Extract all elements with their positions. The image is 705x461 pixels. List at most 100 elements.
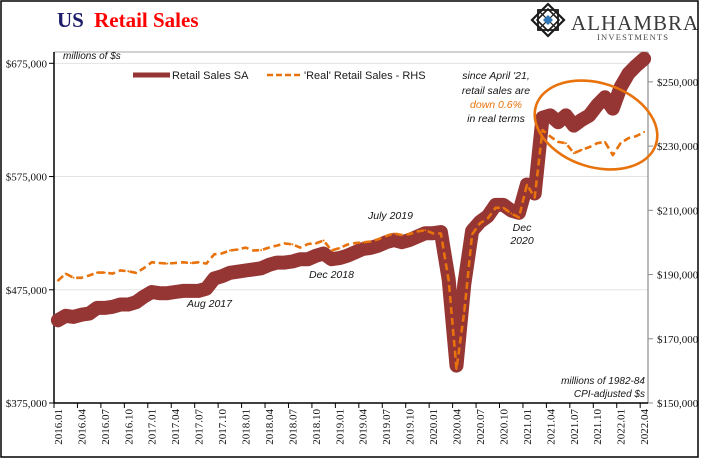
data-point-real-retail-sales [479, 222, 481, 225]
data-point-retail-sales-sa [141, 294, 146, 299]
data-point-real-retail-sales [377, 238, 380, 241]
x-tick-label: 2017.04 [170, 409, 182, 445]
data-point-retail-sales-sa [509, 208, 514, 213]
data-point-real-retail-sales [166, 262, 169, 265]
data-point-retail-sales-sa [493, 202, 498, 207]
logo-name: ALHAMBRA [571, 11, 699, 35]
data-point-retail-sales-sa [626, 71, 631, 76]
data-point-retail-sales-sa [360, 247, 365, 251]
annotation-aug-2017: Aug 2017 [186, 298, 233, 310]
data-point-real-retail-sales [596, 142, 599, 145]
data-point-retail-sales-sa [548, 113, 553, 118]
data-point-real-retail-sales [525, 183, 528, 186]
x-tick-label: 2019.10 [405, 409, 417, 445]
data-point-real-retail-sales [338, 247, 341, 250]
data-point-retail-sales-sa [266, 262, 271, 267]
data-point-retail-sales-sa [259, 266, 264, 271]
data-point-real-retail-sales [549, 135, 552, 138]
x-tick-label: 2018.01 [240, 409, 252, 445]
x-tick-label: 2019.07 [381, 409, 393, 445]
annotation-dec-2020-year: 2020 [509, 235, 534, 247]
data-point-real-retail-sales [111, 272, 114, 275]
data-point-retail-sales-sa [71, 314, 76, 319]
data-point-real-retail-sales [182, 261, 184, 264]
data-point-retail-sales-sa [392, 238, 396, 242]
data-point-retail-sales-sa [603, 95, 607, 100]
x-tick-label: 2016.01 [53, 409, 65, 445]
data-point-real-retail-sales [96, 271, 98, 274]
annotation-dec-2020-month: Dec [513, 222, 532, 234]
data-point-retail-sales-sa [352, 250, 357, 255]
data-point-real-retail-sales [205, 262, 208, 265]
data-point-real-retail-sales [142, 267, 145, 270]
x-tick-label: 2016.04 [76, 409, 88, 445]
data-point-retail-sales-sa [235, 269, 240, 274]
x-tick-label: 2018.07 [287, 409, 299, 445]
data-point-real-retail-sales [432, 232, 435, 235]
data-point-real-retail-sales [635, 135, 638, 138]
data-point-retail-sales-sa [384, 240, 389, 245]
data-point-retail-sales-sa [368, 245, 373, 250]
data-point-real-retail-sales [557, 140, 560, 143]
x-tick-label: 2017.07 [194, 409, 206, 445]
x-tick-label: 2016.10 [123, 409, 135, 445]
data-point-real-retail-sales [611, 154, 614, 157]
data-point-real-retail-sales [150, 261, 153, 264]
right-tick-label: $250,000 [657, 77, 699, 89]
data-point-retail-sales-sa [290, 259, 295, 264]
data-point-real-retail-sales [447, 279, 450, 282]
data-point-retail-sales-sa [87, 311, 92, 316]
data-point-retail-sales-sa [173, 290, 178, 294]
x-tick-label: 2021.01 [522, 409, 534, 445]
data-point-real-retail-sales [330, 249, 333, 252]
highlight-ellipse [533, 79, 659, 171]
callout-line-4: in real terms [467, 113, 526, 125]
x-tick-label: 2022.01 [616, 409, 628, 445]
data-point-real-retail-sales [283, 242, 286, 245]
data-point-retail-sales-sa [134, 300, 139, 305]
x-tick-label: 2020.04 [452, 409, 464, 445]
data-point-retail-sales-sa [79, 312, 84, 317]
x-tick-label: 2021.04 [545, 409, 557, 445]
data-point-retail-sales-sa [157, 291, 162, 296]
left-axis-unit-label: millions of $s [63, 51, 121, 62]
data-point-real-retail-sales [135, 271, 138, 274]
data-point-real-retail-sales [400, 234, 403, 236]
data-point-retail-sales-sa [399, 240, 404, 245]
data-point-retail-sales-sa [227, 270, 232, 275]
data-point-real-retail-sales [588, 146, 591, 149]
annotation-july-2019: July 2019 [367, 210, 413, 222]
data-point-real-retail-sales [463, 310, 466, 313]
x-tick-label: 2020.01 [428, 409, 440, 445]
data-point-real-retail-sales [643, 131, 646, 133]
left-tick-label: $675,000 [6, 58, 48, 70]
data-point-retail-sales-sa [212, 276, 217, 281]
data-point-retail-sales-sa [571, 123, 576, 128]
data-point-real-retail-sales [174, 262, 177, 264]
data-point-real-retail-sales [236, 248, 239, 251]
data-point-retail-sales-sa [251, 267, 256, 272]
data-point-real-retail-sales [369, 240, 372, 243]
data-point-retail-sales-sa [110, 304, 115, 309]
left-tick-label: $575,000 [6, 172, 48, 184]
data-point-real-retail-sales [486, 217, 489, 220]
right-axis-unit-label-line-1: millions of 1982-84 [561, 376, 645, 387]
series-real-retail-sales [56, 128, 646, 371]
data-point-retail-sales-sa [220, 274, 224, 279]
right-tick-label: $210,000 [657, 205, 699, 217]
data-point-retail-sales-sa [63, 313, 68, 318]
data-point-real-retail-sales [80, 276, 83, 279]
x-axis-ticks: 2016.01 2016.04 2016.07 2016.10 2017.01 2017.… [53, 403, 651, 445]
data-point-real-retail-sales [56, 279, 59, 282]
callout-text: since April '21, retail sales are down 0… [462, 70, 530, 125]
data-point-retail-sales-sa [462, 282, 467, 287]
x-tick-label: 2021.10 [592, 409, 604, 445]
data-point-real-retail-sales [564, 142, 567, 145]
data-point-real-retail-sales [197, 261, 200, 264]
data-point-retail-sales-sa [329, 257, 334, 262]
data-point-real-retail-sales [361, 241, 364, 244]
data-point-real-retail-sales [307, 243, 309, 245]
